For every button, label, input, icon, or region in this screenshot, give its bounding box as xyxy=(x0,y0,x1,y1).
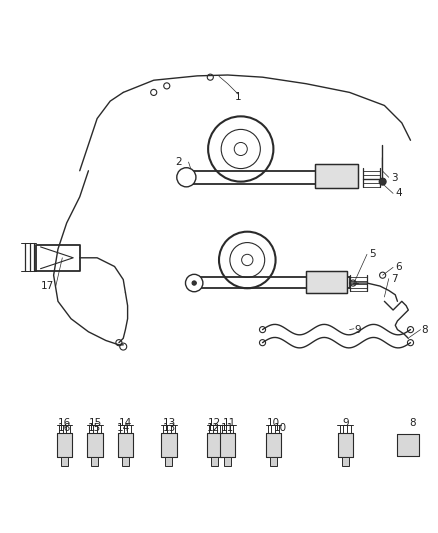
Text: 7: 7 xyxy=(391,273,398,284)
Bar xyxy=(87,433,102,457)
Text: 17: 17 xyxy=(40,281,53,291)
Bar xyxy=(207,433,222,457)
Text: 12: 12 xyxy=(207,423,220,433)
Text: 4: 4 xyxy=(395,188,402,198)
Bar xyxy=(397,434,419,456)
Bar xyxy=(315,164,358,188)
Text: 12: 12 xyxy=(208,418,221,429)
Bar xyxy=(306,271,347,293)
Bar xyxy=(397,434,419,456)
Bar xyxy=(118,433,133,457)
Text: 14: 14 xyxy=(119,418,132,429)
Bar xyxy=(87,433,102,457)
Circle shape xyxy=(177,168,196,187)
Bar xyxy=(57,433,72,457)
Text: 15: 15 xyxy=(88,423,101,433)
Bar xyxy=(57,433,72,457)
Circle shape xyxy=(379,178,386,185)
Bar xyxy=(161,433,177,457)
Bar xyxy=(92,457,99,466)
Text: 9: 9 xyxy=(342,418,349,429)
Circle shape xyxy=(185,274,203,292)
Text: 16: 16 xyxy=(58,418,71,429)
Text: 8: 8 xyxy=(410,418,416,429)
Bar xyxy=(61,457,68,466)
Bar xyxy=(266,433,281,457)
Bar xyxy=(224,457,231,466)
Bar xyxy=(211,457,218,466)
Bar xyxy=(266,433,281,457)
Bar xyxy=(122,457,129,466)
Bar xyxy=(342,457,349,466)
Bar xyxy=(207,433,222,457)
Text: 13: 13 xyxy=(162,423,176,433)
Text: 3: 3 xyxy=(391,173,398,183)
Text: 14: 14 xyxy=(117,423,130,433)
Text: 16: 16 xyxy=(58,423,71,433)
Bar xyxy=(220,433,235,457)
Text: 11: 11 xyxy=(223,418,236,429)
Text: 13: 13 xyxy=(162,418,176,429)
Bar xyxy=(338,433,353,457)
Text: 15: 15 xyxy=(88,418,102,429)
Bar xyxy=(118,433,133,457)
Bar xyxy=(338,433,353,457)
Text: 1: 1 xyxy=(235,92,242,102)
Bar xyxy=(166,457,173,466)
Bar xyxy=(315,164,358,188)
Text: 10: 10 xyxy=(273,423,286,433)
Text: 11: 11 xyxy=(221,423,234,433)
Bar xyxy=(306,271,347,293)
Text: 10: 10 xyxy=(267,418,280,429)
Text: 6: 6 xyxy=(395,262,402,272)
Bar xyxy=(270,457,277,466)
Bar xyxy=(161,433,177,457)
Bar xyxy=(220,433,235,457)
Circle shape xyxy=(192,281,196,285)
Text: 9: 9 xyxy=(354,325,360,335)
Text: 2: 2 xyxy=(175,157,182,167)
Text: 8: 8 xyxy=(421,325,428,335)
Text: 5: 5 xyxy=(369,249,376,260)
